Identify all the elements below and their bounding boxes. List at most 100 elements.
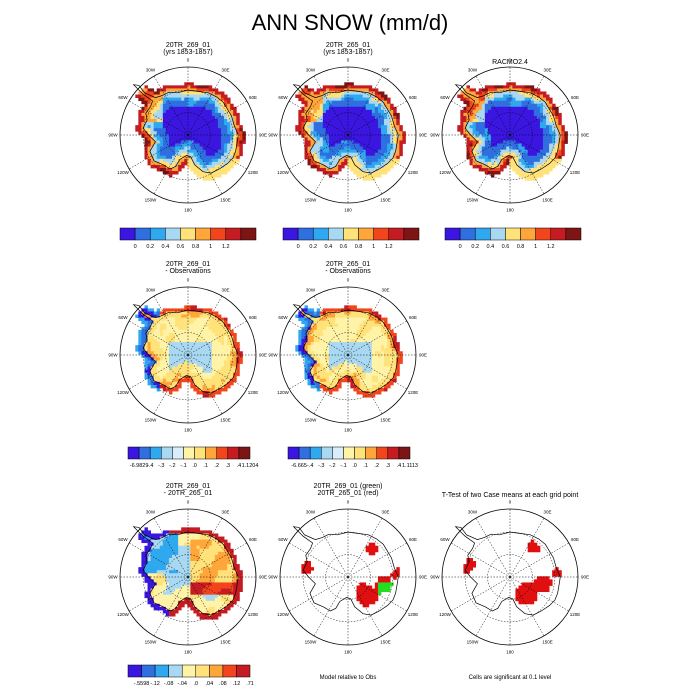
data-cell <box>527 128 532 132</box>
meridian-label: 120E <box>570 170 581 175</box>
data-cell <box>506 91 510 95</box>
data-cell <box>205 112 210 117</box>
data-cell <box>374 115 379 120</box>
meridian-label: 120E <box>408 390 419 395</box>
data-cell <box>399 354 403 358</box>
data-cell <box>168 351 173 355</box>
data-cell <box>181 119 185 123</box>
data-cell <box>202 536 207 540</box>
data-cell <box>187 342 191 346</box>
data-cell <box>227 152 231 157</box>
data-cell <box>181 146 185 151</box>
data-cell <box>153 357 158 361</box>
data-cell <box>196 332 200 337</box>
data-cell <box>184 570 188 574</box>
data-cell <box>217 381 222 386</box>
data-cell <box>181 530 185 534</box>
data-cell <box>365 348 370 352</box>
data-cell <box>175 134 179 138</box>
data-cell <box>359 91 364 95</box>
data-cell <box>319 149 324 154</box>
data-cell <box>138 342 142 346</box>
data-cell <box>181 564 185 568</box>
data-cell <box>365 112 370 117</box>
data-cell <box>181 91 185 95</box>
data-cell <box>497 155 501 160</box>
data-cell <box>338 128 342 132</box>
data-cell <box>175 545 179 550</box>
data-cell <box>162 167 167 172</box>
data-cell <box>159 335 164 340</box>
data-cell <box>396 348 400 352</box>
data-cell <box>165 140 170 144</box>
data-cell <box>301 345 305 349</box>
data-cell <box>316 384 321 389</box>
data-cell <box>325 354 330 358</box>
data-cell <box>338 351 342 355</box>
data-cell <box>193 539 197 544</box>
data-cell <box>307 369 311 374</box>
data-cell <box>542 97 547 102</box>
data-cell <box>542 171 547 175</box>
data-cell <box>227 369 231 374</box>
data-cell <box>208 545 213 550</box>
data-cell <box>387 366 391 371</box>
data-cell <box>181 140 185 144</box>
data-cell <box>558 140 562 144</box>
data-cell <box>332 91 336 95</box>
data-cell <box>359 345 364 349</box>
data-cell <box>190 369 194 374</box>
data-cell <box>396 345 400 349</box>
data-cell <box>214 137 219 141</box>
data-cell <box>208 564 213 568</box>
data-cell <box>217 357 222 361</box>
data-cell <box>466 155 470 160</box>
data-cell <box>301 94 305 98</box>
data-cell <box>227 348 231 352</box>
data-cell <box>298 94 302 98</box>
data-cell <box>211 164 216 169</box>
data-cell <box>380 332 385 337</box>
data-cell <box>335 311 339 315</box>
data-cell <box>153 115 158 120</box>
data-cell <box>178 354 182 358</box>
meridian-label: 90W <box>268 133 278 138</box>
data-cell <box>524 171 529 175</box>
data-cell <box>156 375 161 380</box>
data-cell <box>332 354 336 358</box>
data-cell <box>497 143 501 147</box>
data-cell <box>224 564 228 568</box>
data-cell <box>153 561 158 565</box>
data-cell <box>156 326 161 331</box>
data-cell <box>344 305 348 309</box>
colorbar-swatch <box>365 446 377 460</box>
data-cell <box>193 387 197 392</box>
data-cell <box>172 146 176 151</box>
data-cell <box>175 570 179 574</box>
data-cell <box>356 97 360 102</box>
data-cell <box>147 122 151 126</box>
data-cell <box>359 366 364 371</box>
data-cell <box>220 97 225 102</box>
data-cell <box>344 351 348 355</box>
data-cell <box>181 164 185 169</box>
meridian-line <box>509 100 570 136</box>
data-cell <box>469 91 473 95</box>
data-cell <box>393 155 397 160</box>
latitude-ring <box>302 89 394 181</box>
data-cell <box>208 125 213 129</box>
data-cell <box>147 137 151 141</box>
colorbar-swatch <box>225 227 242 241</box>
data-cell <box>214 375 219 380</box>
meridian-line <box>509 75 545 136</box>
data-cell <box>199 339 204 343</box>
data-cell <box>524 106 529 111</box>
data-cell <box>233 134 237 138</box>
data-cell <box>390 366 394 371</box>
data-cell <box>220 149 225 154</box>
data-cell <box>316 128 321 132</box>
data-cell <box>141 88 145 92</box>
data-cell <box>316 345 321 349</box>
data-cell <box>316 149 321 154</box>
data-cell <box>515 122 519 126</box>
